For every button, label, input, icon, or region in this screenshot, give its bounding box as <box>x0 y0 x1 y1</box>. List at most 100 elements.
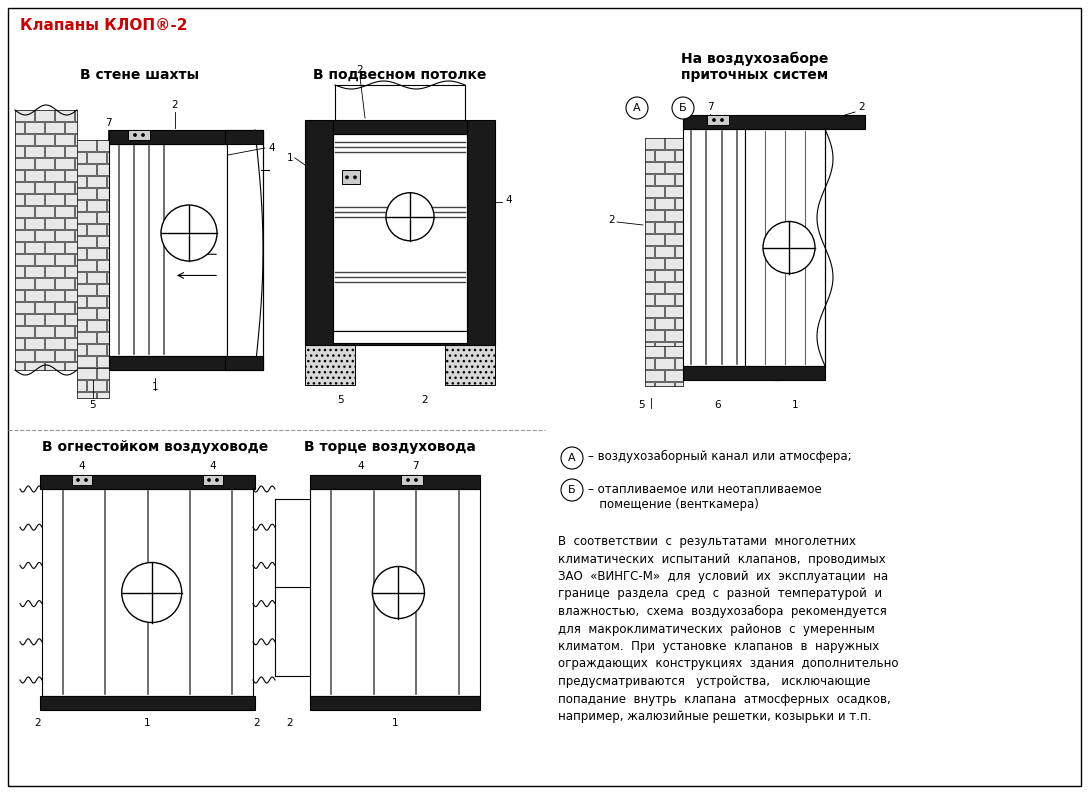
Bar <box>665 234 683 245</box>
Bar <box>654 294 674 305</box>
Bar <box>129 130 150 140</box>
Bar <box>109 356 227 370</box>
Text: – отапливаемое или неотапливаемое
   помещение (венткамера): – отапливаемое или неотапливаемое помеще… <box>588 483 822 511</box>
Text: 2: 2 <box>421 395 428 405</box>
Bar <box>97 140 109 151</box>
Text: В  соответствии  с  результатами  многолетних: В соответствии с результатами многолетни… <box>558 535 856 548</box>
Bar <box>45 194 64 205</box>
Text: 4: 4 <box>268 143 274 153</box>
Bar <box>65 194 77 205</box>
Circle shape <box>406 479 409 481</box>
Bar <box>665 370 683 381</box>
Bar <box>97 284 109 295</box>
Text: 2: 2 <box>609 215 615 225</box>
Bar <box>107 224 109 235</box>
Text: ограждающих  конструкциях  здания  дополнительно: ограждающих конструкциях здания дополнит… <box>558 657 898 670</box>
Circle shape <box>415 479 417 481</box>
Bar <box>56 350 74 361</box>
Bar <box>77 320 86 331</box>
Bar <box>645 382 654 386</box>
Bar <box>645 358 654 369</box>
Bar <box>65 338 77 349</box>
Bar <box>75 110 77 121</box>
Text: В огнестойком воздуховоде: В огнестойком воздуховоде <box>41 440 268 454</box>
Bar <box>77 356 96 367</box>
Bar <box>25 290 44 301</box>
Text: 7: 7 <box>707 102 713 112</box>
Bar <box>645 210 664 221</box>
Bar <box>665 210 683 221</box>
Circle shape <box>216 479 219 481</box>
Circle shape <box>561 447 583 469</box>
Bar <box>645 330 664 341</box>
Bar <box>107 152 109 163</box>
Bar <box>745 129 825 366</box>
Text: например, жалюзийные решетки, козырьки и т.п.: например, жалюзийные решетки, козырьки и… <box>558 710 871 723</box>
Bar <box>654 342 674 346</box>
Bar <box>75 326 77 337</box>
Bar <box>77 332 96 343</box>
Bar <box>645 346 683 386</box>
Bar <box>42 489 253 696</box>
Bar <box>645 222 654 233</box>
Bar <box>40 475 255 489</box>
Bar <box>45 146 64 157</box>
Text: 1: 1 <box>151 382 158 392</box>
Bar <box>77 248 86 259</box>
Bar <box>654 222 674 233</box>
Bar <box>107 248 109 259</box>
Bar <box>645 342 654 346</box>
Bar <box>97 332 109 343</box>
Text: границе  раздела  сред  с  разной  температурой  и: границе раздела сред с разной температур… <box>558 588 882 600</box>
Bar <box>56 134 74 145</box>
Text: 7: 7 <box>412 461 418 471</box>
Circle shape <box>134 133 136 137</box>
Bar <box>35 158 54 169</box>
Bar <box>333 331 467 343</box>
Bar <box>77 140 109 368</box>
Bar <box>675 222 683 233</box>
Bar <box>65 362 77 370</box>
Bar <box>654 174 674 185</box>
Circle shape <box>626 97 648 119</box>
Bar <box>15 206 34 217</box>
Bar <box>87 296 106 307</box>
Bar <box>15 278 34 289</box>
Bar <box>109 130 227 144</box>
Bar <box>225 130 264 144</box>
Bar <box>65 170 77 181</box>
Bar <box>675 342 683 346</box>
Bar <box>65 266 77 277</box>
Bar <box>25 218 44 229</box>
Bar <box>77 212 96 223</box>
Bar <box>72 475 91 485</box>
Text: 2: 2 <box>172 100 179 110</box>
Bar <box>45 218 64 229</box>
Bar <box>675 246 683 257</box>
Bar <box>35 206 54 217</box>
Bar <box>675 358 683 369</box>
Circle shape <box>712 118 715 121</box>
Bar <box>97 212 109 223</box>
Bar <box>77 368 96 379</box>
Bar <box>310 475 480 489</box>
Bar <box>77 392 96 398</box>
Bar <box>97 368 109 379</box>
Bar <box>645 138 664 149</box>
Bar <box>15 362 24 370</box>
Text: Б: Б <box>568 485 576 495</box>
Bar <box>45 242 64 253</box>
Bar <box>15 170 24 181</box>
Bar <box>683 115 865 129</box>
Bar <box>683 129 745 366</box>
Circle shape <box>763 222 815 273</box>
Bar <box>15 194 24 205</box>
Circle shape <box>721 118 723 121</box>
Bar <box>65 242 77 253</box>
Text: Б: Б <box>680 103 687 113</box>
Bar <box>333 331 467 345</box>
Text: предусматриваются   устройства,   исключающие: предусматриваются устройства, исключающи… <box>558 675 870 688</box>
Bar <box>109 144 227 356</box>
Text: 1: 1 <box>286 153 293 163</box>
Bar <box>35 182 54 193</box>
